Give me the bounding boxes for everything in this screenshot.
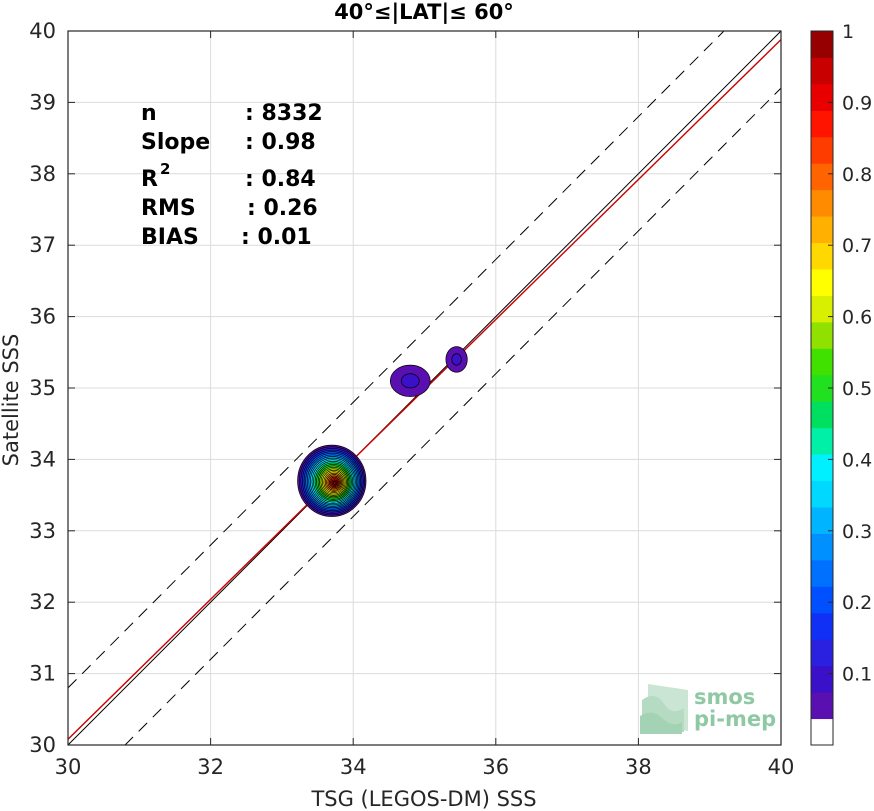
colorbar-segment [811,718,833,746]
colorbar-tick-label: 0.1 [842,664,872,686]
smos-pi-mep-logo: smos pi-mep [640,684,776,734]
y-tick-label: 34 [29,447,56,471]
stat-value: : 0.98 [245,130,316,155]
colorbar-tick-label: 0.2 [842,592,872,614]
colorbar-segment [811,401,833,429]
logo-line1: smos [694,685,755,709]
stat-value: : 0.84 [245,167,316,192]
x-tick-label: 40 [768,755,795,779]
stat-label: BIAS [141,225,199,250]
stat-value: : 0.01 [241,225,312,250]
density-contour [451,353,462,366]
colorbar-segment [811,242,833,270]
colorbar-segment [811,454,833,482]
colorbar-segment [811,374,833,402]
colorbar-segment [811,269,833,296]
x-tick-label: 32 [197,755,224,779]
colorbar-segment [811,665,833,693]
colorbar-segment [811,189,833,217]
colorbar-segment [811,586,833,614]
chart-title: 40°≤|LAT|≤ 60° [334,0,514,25]
y-tick-label: 31 [29,662,56,686]
x-tick-label: 38 [625,755,652,779]
colorbar-tick-label: 0.5 [842,378,872,400]
x-tick-label: 34 [340,755,367,779]
colorbar-tick-label: 0.4 [842,449,872,471]
stat-label: Slope [141,130,210,155]
colorbar-segment [811,427,833,455]
stat-label: RMS [141,196,196,221]
density-contour [400,373,420,389]
logo-mark-icon [640,684,688,734]
colorbar-segment [811,110,833,138]
colorbar-segment [811,57,833,85]
colorbar-segment [811,136,833,164]
colorbar-segment [811,295,833,323]
colorbar-segment [811,533,833,561]
stat-value: : 8332 [245,101,323,126]
colorbar-tick-label: 0.9 [842,92,872,114]
x-tick-label: 36 [482,755,509,779]
y-tick-label: 35 [29,376,56,400]
y-axis-ticks: 30 31 32 33 34 35 36 37 38 39 40 [29,19,781,757]
colorbar-segment [811,692,833,720]
y-tick-label: 36 [29,305,56,329]
density-contours [297,346,468,517]
grid [67,30,782,746]
x-tick-label: 30 [55,755,82,779]
colorbar-tick-label: 0.3 [842,521,872,543]
colorbar-segment [811,348,833,376]
y-tick-label: 30 [29,733,56,757]
colorbar-segment [811,639,833,667]
colorbar-tick-label: 1 [842,21,854,43]
stats-box: n : 8332 Slope : 0.98 R 2 : 0.84 RMS : 0.26 BIAS:… [141,101,323,250]
colorbar-segment [811,321,833,349]
colorbar: 0.1 0.2 0.3 0.4 0.5 0.6 0.7 0.8 0.9 1 [810,21,872,746]
stat-superscript: 2 [160,160,170,178]
colorbar-segment [811,83,833,111]
stat-value: : 0.26 [247,196,318,221]
y-tick-label: 39 [29,90,56,114]
x-axis-label: TSG (LEGOS-DM) SSS [310,787,536,811]
colorbar-segment [811,480,833,508]
logo-line2: pi-mep [694,707,776,731]
upper-bound-line [68,31,725,689]
y-tick-label: 37 [29,233,56,257]
lower-bound-line [124,87,781,745]
colorbar-segment [811,507,833,534]
colorbar-segment [811,163,833,191]
colorbar-tick-label: 0.7 [842,235,872,257]
y-tick-label: 32 [29,590,56,614]
colorbar-tick-label: 0.6 [842,307,872,329]
x-axis-ticks: 30 32 34 36 38 40 [55,31,795,779]
density-contour [332,480,337,485]
y-axis-label: Satellite SSS [0,334,23,467]
colorbar-segment [811,31,833,58]
stat-label: n [141,101,157,126]
colorbar-tick-label: 0.8 [842,164,872,186]
y-tick-label: 38 [29,162,56,186]
colorbar-segment [811,216,833,244]
stat-label: R [141,167,158,192]
colorbar-segment [811,612,833,640]
y-tick-label: 40 [29,19,56,43]
colorbar-segment [811,559,833,587]
y-tick-label: 33 [29,519,56,543]
